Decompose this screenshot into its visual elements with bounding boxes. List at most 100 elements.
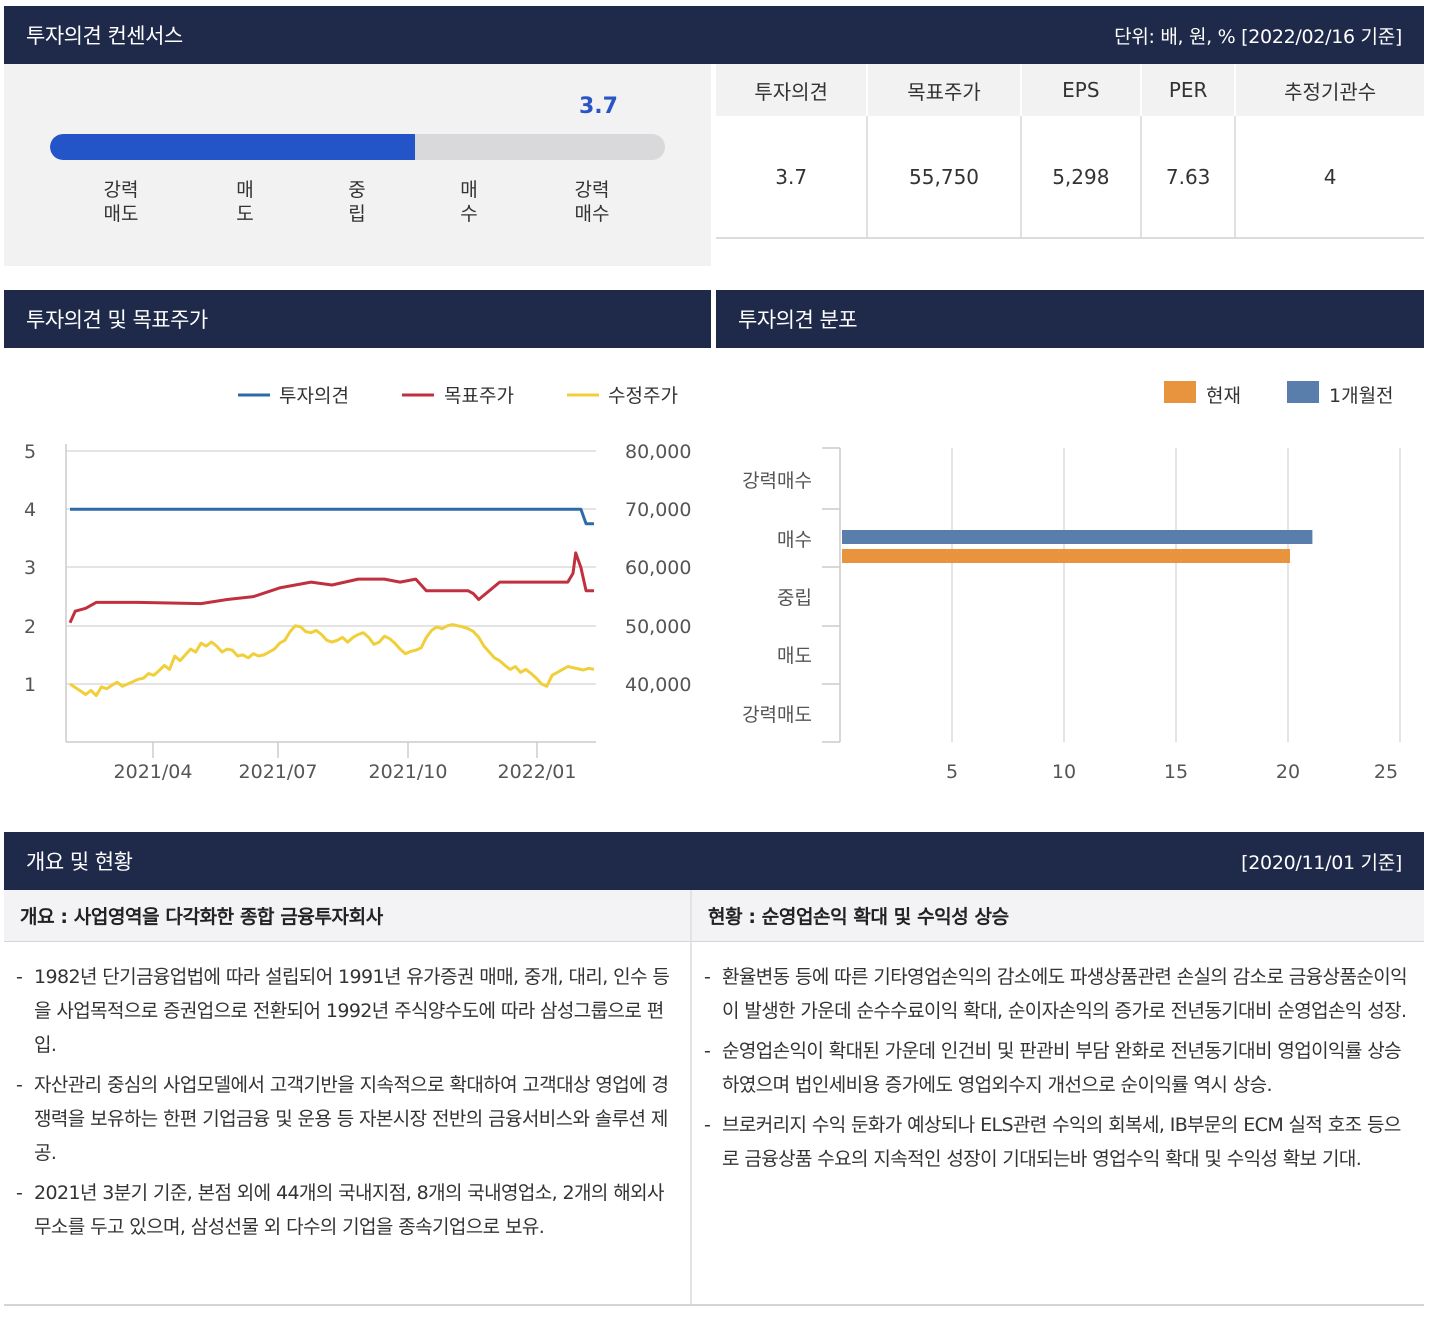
opinion-target-title: 투자의견 및 목표주가: [26, 308, 208, 332]
category-neutral: 중립: [777, 587, 812, 609]
overview-left-item-3: 2021년 3분기 기준, 본점 외에 44개의 국내지점, 8개의 국내영업소…: [34, 1182, 664, 1238]
header-target-price: 목표주가: [866, 64, 1021, 116]
overview-divider: [690, 890, 692, 1306]
list-item: - 순영업손익이 확대된 가운데 인건비 및 판관비 부담 완화로 전년동기대비 …: [704, 1034, 1412, 1102]
legend-swatch-prev-month: [1287, 381, 1319, 403]
x-tick-2021-07: 2021/07: [239, 761, 318, 783]
distribution-title: 투자의견 분포: [738, 308, 858, 332]
right-tick-60000: 60,000: [625, 557, 691, 579]
consensus-fill: [50, 134, 416, 160]
bar-x-tick-5: 5: [946, 761, 958, 783]
category-buy: 매수: [777, 529, 812, 551]
left-tick-4: 4: [24, 499, 36, 521]
list-item: -2021년 3분기 기준, 본점 외에 44개의 국내지점, 8개의 국내영업…: [16, 1176, 678, 1244]
opinion-target-header: 투자의견 및 목표주가: [4, 290, 711, 348]
bar-x-tick-15: 15: [1164, 761, 1188, 783]
bar-x-tick-20: 20: [1276, 761, 1300, 783]
x-tick-2021-10: 2021/10: [369, 761, 448, 783]
scale-label-neutral: 중 립: [348, 179, 366, 225]
x-tick-2022-01: 2022/01: [498, 761, 577, 783]
value-target-price: 55,750: [866, 116, 1021, 239]
consensus-score: 3.7: [579, 94, 618, 119]
category-sell: 매도: [777, 645, 812, 667]
consensus-table-row: 3.7 55,750 5,298 7.63 4: [716, 116, 1424, 239]
overview-header: 개요 및 현황 [2020/11/01 기준]: [4, 832, 1424, 890]
left-tick-1: 1: [24, 674, 36, 696]
line-grid: [66, 450, 596, 685]
left-tick-2: 2: [24, 616, 36, 638]
right-axis-labels: 80,000 70,000 60,000 50,000 40,000: [625, 441, 691, 696]
distribution-header: 투자의견 분포: [716, 290, 1424, 348]
line-series-group: [68, 507, 595, 698]
bar-current-1: [842, 549, 1290, 563]
legend-label-price: 수정주가: [608, 385, 678, 407]
consensus-gauge: 3.7 강력 매도 매 도 중 립 매 수 강력 매수: [4, 64, 711, 266]
category-strong-sell: 강력매도: [742, 704, 812, 726]
list-item: -1982년 단기금융업법에 따라 설립되어 1991년 유가증권 매매, 중개…: [16, 960, 678, 1062]
right-tick-40000: 40,000: [625, 674, 691, 696]
consensus-unit-note: 단위: 배, 원, % [2022/02/16 기준]: [1114, 25, 1402, 48]
value-opinion: 3.7: [716, 116, 868, 239]
line-series-target: [68, 551, 594, 624]
bar-series-group: [842, 530, 1313, 563]
consensus-table-header-row: 투자의견 목표주가 EPS PER 추정기관수: [716, 64, 1424, 116]
header-eps: EPS: [1019, 64, 1141, 116]
overview-left-heading: 개요 : 사업영역을 다각화한 종합 금융투자회사: [4, 890, 690, 942]
overview-left-heading-text: 개요 : 사업영역을 다각화한 종합 금융투자회사: [20, 906, 383, 928]
consensus-title: 투자의견 컨센서스: [26, 24, 183, 48]
legend-label-current: 현재: [1206, 385, 1241, 407]
opinion-target-chart: 투자의견 목표주가 수정주가 5 4 3 2 1 80,000 70,000 6…: [24, 385, 691, 783]
bar-grid: [951, 448, 1401, 742]
overview-date: [2020/11/01 기준]: [1241, 851, 1402, 874]
bar-x-tick-25: 25: [1374, 761, 1398, 783]
bar-y-ticks: [822, 447, 840, 743]
legend-label-target: 목표주가: [444, 385, 514, 407]
category-strong-buy: 강력매수: [742, 470, 812, 492]
header-per: PER: [1139, 64, 1236, 116]
scale-label-sell: 매 도: [236, 179, 254, 225]
bar-x-tick-10: 10: [1052, 761, 1076, 783]
overview-right-item-3: 브로커리지 수익 둔화가 예상되나 ELS관련 수익의 회복세, IB부문의 E…: [722, 1114, 1401, 1170]
right-tick-70000: 70,000: [625, 499, 691, 521]
list-item: - 자산관리 중심의 사업모델에서 고객기반을 지속적으로 확대하여 고객대상 영…: [16, 1068, 678, 1170]
legend-swatch-current: [1164, 381, 1196, 403]
header-analyst-count: 추정기관수: [1234, 64, 1424, 116]
consensus-header: 투자의견 컨센서스 단위: 배, 원, % [2022/02/16 기준]: [4, 6, 1424, 64]
overview-left-body: -1982년 단기금융업법에 따라 설립되어 1991년 유가증권 매매, 중개…: [4, 942, 690, 1306]
line-series-price: [69, 623, 595, 698]
bar-category-labels: 강력매수 매수 중립 매도 강력매도: [742, 470, 812, 726]
value-eps: 5,298: [1019, 116, 1141, 239]
legend-label-prev-month: 1개월전: [1329, 385, 1394, 407]
overview-right-body: - 환율변동 등에 따른 기타영업손익의 감소에도 파생상품관련 손실의 감소로 …: [692, 942, 1424, 1306]
legend-label-opinion: 투자의견: [279, 385, 349, 407]
bar-x-labels: 5 10 15 20 25: [946, 761, 1398, 783]
value-analyst-count: 4: [1234, 116, 1424, 239]
right-tick-50000: 50,000: [625, 616, 691, 638]
consensus-table: 투자의견 목표주가 EPS PER 추정기관수 3.7 55,750 5,298…: [716, 64, 1424, 239]
overview-title: 개요 및 현황: [26, 850, 133, 874]
value-per: 7.63: [1139, 116, 1236, 239]
distribution-chart: 현재 1개월전 강력매수 매수 중립 매도 강력매도 5 10 15 20 25: [742, 381, 1401, 783]
x-tick-2021-04: 2021/04: [114, 761, 193, 783]
line-x-labels: 2021/04 2021/07 2021/10 2022/01: [114, 761, 577, 783]
overview-left-item-2: 자산관리 중심의 사업모델에서 고객기반을 지속적으로 확대하여 고객대상 영업…: [34, 1074, 669, 1164]
overview-bottom-border: [4, 1304, 1424, 1306]
left-tick-3: 3: [24, 557, 36, 579]
line-x-ticks: [152, 742, 538, 758]
overview-right-heading: 현황 : 순영업손익 확대 및 수익성 상승: [692, 890, 1424, 942]
list-item: - 브로커리지 수익 둔화가 예상되나 ELS관련 수익의 회복세, IB부문의 …: [704, 1108, 1412, 1176]
overview-left-item-1: 1982년 단기금융업법에 따라 설립되어 1991년 유가증권 매매, 중개,…: [34, 966, 670, 1056]
left-axis-labels: 5 4 3 2 1: [24, 441, 36, 696]
line-series-opinion: [70, 507, 594, 526]
bar-legend: 현재 1개월전: [1164, 381, 1394, 407]
scale-label-strong-buy: 강력 매수: [574, 179, 610, 225]
right-tick-80000: 80,000: [625, 441, 691, 463]
overview-right-heading-text: 현황 : 순영업손익 확대 및 수익성 상승: [708, 906, 1009, 928]
scale-label-strong-sell: 강력 매도: [103, 179, 139, 225]
left-tick-5: 5: [24, 441, 36, 463]
overview-right-item-1: 환율변동 등에 따른 기타영업손익의 감소에도 파생상품관련 손실의 감소로 금…: [722, 966, 1408, 1022]
bar-prev-month-1: [842, 530, 1313, 544]
scale-label-buy: 매 수: [460, 179, 478, 225]
overview-right-item-2: 순영업손익이 확대된 가운데 인건비 및 판관비 부담 완화로 전년동기대비 영…: [722, 1040, 1402, 1096]
consensus-track: [50, 134, 665, 160]
